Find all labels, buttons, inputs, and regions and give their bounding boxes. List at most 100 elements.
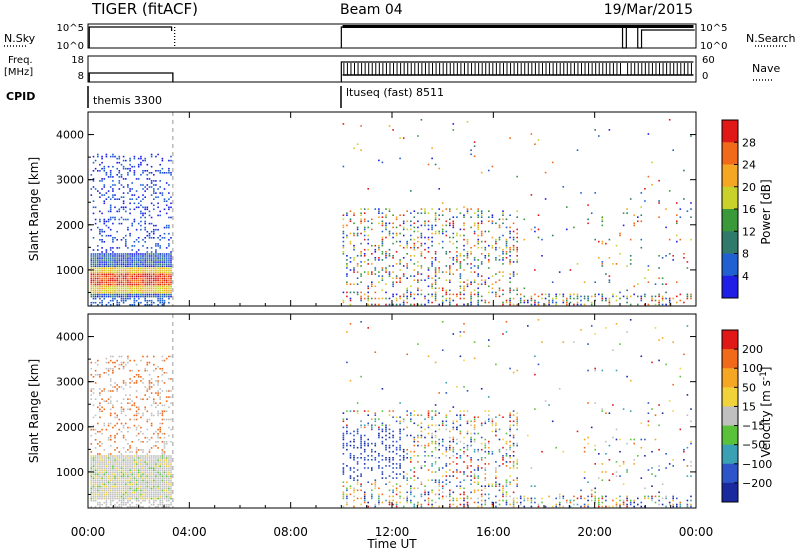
echo-cell bbox=[480, 240, 483, 243]
echo-cell bbox=[109, 289, 112, 292]
echo-cell bbox=[346, 410, 348, 412]
echo-cell bbox=[598, 503, 600, 506]
echo-cell bbox=[573, 499, 575, 502]
echo-cell bbox=[170, 281, 172, 284]
echo-cell bbox=[137, 412, 140, 415]
echo-cell bbox=[537, 319, 540, 321]
echo-cell bbox=[127, 483, 129, 486]
echo-cell bbox=[161, 271, 164, 274]
echo-cell bbox=[118, 198, 121, 200]
echo-cell bbox=[168, 259, 170, 261]
echo-cell bbox=[402, 226, 405, 229]
echo-cell bbox=[168, 506, 170, 508]
echo-cell bbox=[168, 263, 170, 265]
echo-cell bbox=[452, 222, 455, 225]
echo-cell bbox=[109, 273, 112, 276]
echo-cell bbox=[112, 180, 114, 182]
echo-cell bbox=[431, 410, 433, 412]
echo-cell bbox=[612, 293, 614, 296]
echo-cell bbox=[170, 263, 172, 265]
echo-cell bbox=[523, 218, 526, 221]
echo-cell bbox=[155, 281, 157, 284]
echo-cell bbox=[112, 475, 114, 478]
echo-cell bbox=[388, 459, 391, 461]
echo-cell bbox=[150, 392, 153, 394]
echo-cell bbox=[135, 273, 138, 276]
echo-cell bbox=[420, 289, 423, 292]
echo-cell bbox=[90, 485, 93, 488]
echo-cell bbox=[163, 459, 166, 461]
echo-cell bbox=[512, 271, 515, 273]
echo-cell bbox=[466, 448, 469, 451]
echo-cell bbox=[127, 477, 129, 480]
echo-cell bbox=[449, 297, 451, 300]
echo-cell bbox=[127, 506, 129, 508]
echo-cell bbox=[150, 275, 153, 278]
echo-cell bbox=[99, 192, 101, 194]
echo-cell bbox=[133, 263, 136, 265]
echo-cell bbox=[495, 461, 497, 463]
echo-cell bbox=[640, 214, 643, 216]
echo-cell bbox=[112, 493, 114, 496]
echo-cell bbox=[163, 473, 166, 476]
echo-cell bbox=[103, 287, 106, 290]
echo-cell bbox=[163, 289, 166, 292]
echo-cell bbox=[129, 232, 131, 235]
echo-cell bbox=[122, 457, 125, 459]
echo-cell bbox=[116, 455, 118, 457]
echo-cell bbox=[161, 192, 164, 194]
echo-cell bbox=[449, 444, 451, 447]
echo-cell bbox=[374, 291, 377, 294]
echo-cell bbox=[92, 477, 95, 480]
echo-cell bbox=[161, 299, 164, 302]
echo-cell bbox=[165, 465, 168, 467]
echo-cell bbox=[150, 304, 153, 306]
echo-cell bbox=[135, 491, 138, 494]
echo-cell bbox=[112, 483, 114, 486]
echo-cell bbox=[114, 297, 116, 300]
echo-cell bbox=[125, 291, 127, 294]
echo-cell bbox=[406, 491, 408, 494]
echo-cell bbox=[441, 495, 444, 498]
echo-cell bbox=[477, 299, 479, 302]
echo-cell bbox=[122, 436, 125, 439]
echo-cell bbox=[150, 386, 153, 388]
echo-cell bbox=[367, 410, 369, 412]
echo-cell bbox=[163, 451, 166, 453]
echo-cell bbox=[112, 293, 114, 296]
echo-cell bbox=[346, 295, 348, 298]
echo-cell bbox=[109, 295, 112, 298]
echo-cell bbox=[122, 165, 125, 168]
echo-cell bbox=[509, 287, 511, 290]
echo-cell bbox=[434, 251, 437, 253]
echo-cell bbox=[142, 184, 144, 186]
echo-cell bbox=[155, 184, 157, 186]
echo-cell bbox=[137, 406, 140, 409]
echo-cell bbox=[168, 489, 170, 492]
echo-cell bbox=[381, 230, 384, 233]
echo-cell bbox=[452, 440, 455, 443]
echo-cell bbox=[434, 440, 437, 443]
echo-cell bbox=[502, 416, 504, 418]
echo-cell bbox=[346, 493, 348, 496]
echo-cell bbox=[512, 303, 515, 306]
echo-cell bbox=[105, 261, 108, 263]
echo-cell bbox=[569, 295, 572, 298]
echo-cell bbox=[127, 467, 129, 469]
echo-cell bbox=[116, 281, 118, 284]
echo-cell bbox=[133, 483, 136, 486]
echo-cell bbox=[392, 236, 394, 239]
echo-cell bbox=[127, 489, 129, 492]
echo-cell bbox=[144, 190, 146, 192]
echo-cell bbox=[360, 218, 362, 221]
echo-cell bbox=[505, 246, 508, 249]
echo-cell bbox=[122, 489, 125, 492]
echo-cell bbox=[168, 426, 170, 429]
echo-cell bbox=[363, 293, 366, 296]
echo-cell bbox=[392, 265, 394, 267]
echo-cell bbox=[94, 285, 97, 288]
echo-cell bbox=[658, 216, 660, 218]
echo-cell bbox=[129, 297, 131, 300]
echo-cell bbox=[470, 216, 472, 218]
echo-cell bbox=[420, 481, 423, 483]
